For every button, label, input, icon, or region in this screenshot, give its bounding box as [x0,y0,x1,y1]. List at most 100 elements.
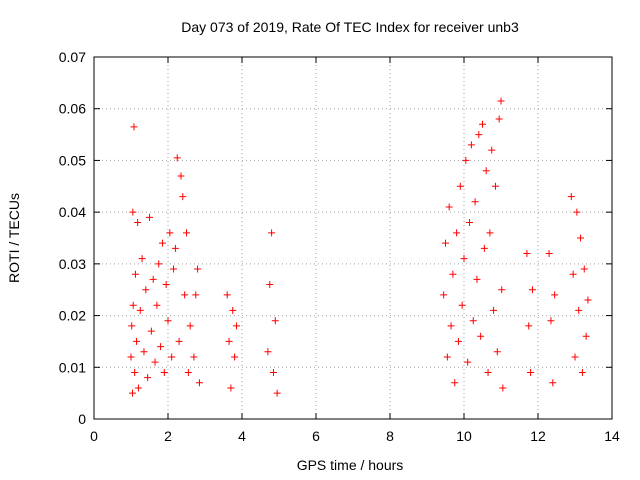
data-point-marker [490,306,498,314]
data-point-marker [168,353,176,361]
data-point-marker [231,353,239,361]
y-tick-label: 0 [78,411,86,427]
data-point-marker [486,229,494,237]
grid-lines [94,57,612,419]
data-point-marker [525,322,533,330]
data-point-marker [131,368,139,376]
data-point-marker [523,250,531,258]
data-point-marker [140,348,148,356]
data-point-marker [482,167,490,175]
data-point-marker [571,353,579,361]
data-point-marker [133,337,141,345]
data-point-marker [164,317,172,325]
data-point-marker [447,322,455,330]
data-point-marker [473,275,481,283]
data-point-marker [181,291,189,299]
data-point-marker [183,229,190,237]
data-point-marker [454,337,462,345]
data-point-marker [175,337,183,345]
data-point-marker [129,301,137,309]
data-point-marker [549,379,557,387]
data-point-marker [567,193,575,201]
data-point-marker [144,374,152,382]
data-point-marker [443,353,451,361]
y-tick-label: 0.02 [59,308,86,324]
data-point-marker [528,286,536,294]
data-point-marker [453,229,461,237]
data-point-marker [551,291,559,299]
data-point-marker [134,384,142,392]
data-point-marker [471,198,479,206]
data-point-marker [464,358,472,366]
data-point-marker [573,208,581,216]
data-point-marker [128,389,136,397]
data-point-marker [484,368,492,376]
data-point-marker [190,353,198,361]
data-point-marker [475,131,483,139]
chart-title: Day 073 of 2019, Rate Of TEC Index for r… [181,19,519,35]
data-point-marker [497,97,505,105]
data-point-marker [578,368,586,376]
x-axis-label: GPS time / hours [297,457,404,473]
data-point-marker [149,275,157,283]
y-tick-label: 0.04 [59,204,86,220]
data-point-marker [127,353,135,361]
data-point-marker [138,255,146,263]
data-point-marker [499,384,507,392]
data-point-marker [186,322,194,330]
data-point-marker [129,208,137,216]
data-point-marker [179,193,187,201]
data-point-marker [580,265,588,273]
y-tick-label: 0.03 [59,256,86,272]
x-tick-label: 6 [312,428,320,444]
data-point-marker [273,389,281,397]
data-point-marker [146,213,153,221]
data-point-marker [547,317,555,325]
data-point-marker [151,358,159,366]
data-point-marker [440,291,448,299]
data-point-marker [264,348,272,356]
data-point-marker [456,182,464,190]
data-point-marker [477,332,485,340]
x-tick-label: 10 [456,428,472,444]
data-point-marker [173,154,181,162]
data-point-marker [131,270,139,278]
data-point-marker [223,291,231,299]
data-point-marker [582,332,590,340]
data-point-marker [171,244,179,252]
data-point-marker [227,384,235,392]
data-points [127,97,592,397]
data-point-marker [442,239,449,247]
x-tick-label: 14 [604,428,620,444]
data-point-marker [545,250,553,258]
data-point-marker [469,317,477,325]
data-point-marker [462,156,470,164]
data-point-marker [495,115,503,123]
data-point-marker [266,281,274,289]
data-point-marker [569,270,577,278]
data-point-marker [136,306,144,314]
data-point-marker [160,368,168,376]
x-tick-label: 0 [90,428,98,444]
x-tick-label: 2 [164,428,172,444]
x-tick-label: 12 [530,428,546,444]
data-point-marker [142,286,150,294]
y-tick-label: 0.01 [59,359,86,375]
data-point-marker [491,182,499,190]
data-point-marker [158,239,166,247]
x-tick-label: 4 [238,428,246,444]
y-axis-label: ROTI / TECUs [6,193,22,283]
data-point-marker [170,265,178,273]
data-point-marker [153,301,161,309]
axis-ticks: 0 2 4 6 8 10 12 14 0 0.01 0.02 0.03 0.04 0.05 0.06 0.07 [59,49,620,444]
data-point-marker [467,141,475,149]
y-tick-label: 0.06 [59,101,86,117]
data-point-marker [466,218,474,226]
data-point-marker [157,343,165,351]
data-point-marker [458,301,466,309]
data-point-marker [184,368,192,376]
data-point-marker [147,327,155,335]
data-point-marker [195,379,203,387]
